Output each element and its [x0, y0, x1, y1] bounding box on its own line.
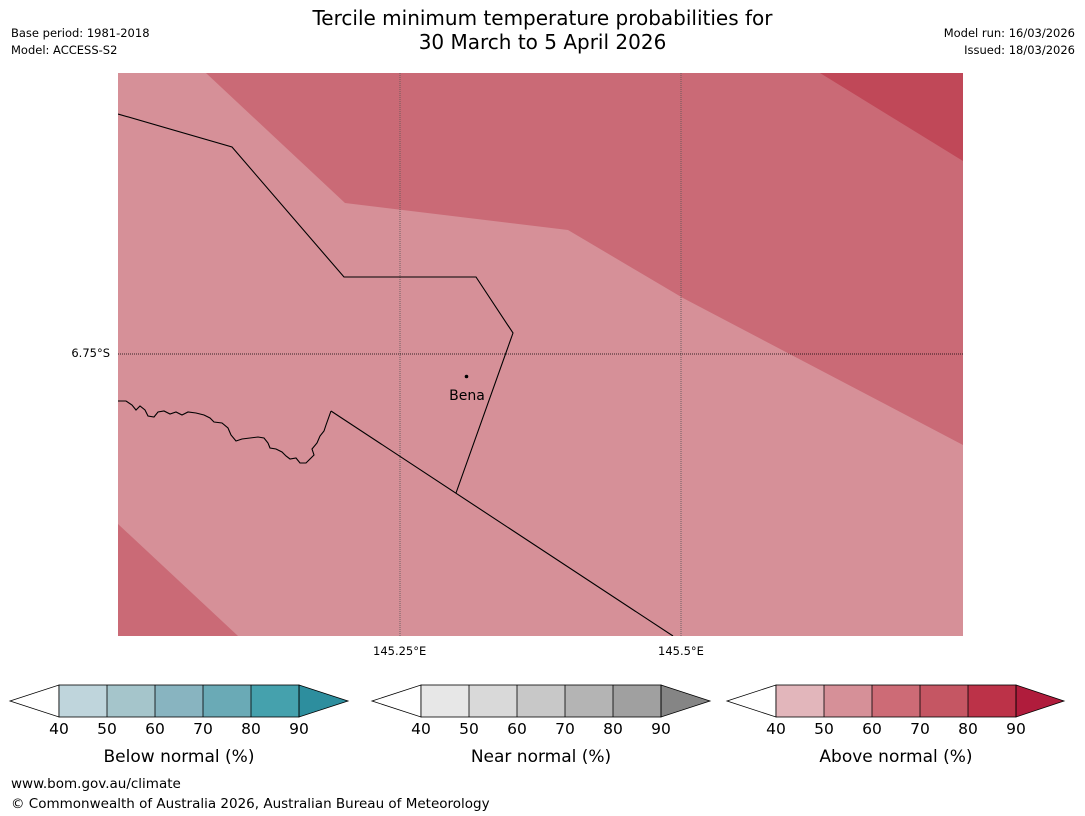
cb3-label: Above normal (%) [819, 747, 972, 767]
lat-label: 6.75°S [71, 346, 110, 360]
cb2-extend-high [660, 684, 712, 718]
province-border-south [330, 410, 674, 636]
cb2-tick-60: 60 [507, 720, 527, 738]
model-run: Model run: 16/03/2026 [943, 26, 1075, 40]
title-line-2: 30 March to 5 April 2026 [418, 30, 667, 54]
cb2-tick-90: 90 [651, 720, 671, 738]
cb2-swatch-3 [517, 685, 565, 717]
cb3-swatch-4 [920, 685, 968, 717]
cb2-swatch-5 [613, 685, 661, 717]
cb1-tick-70: 70 [193, 720, 213, 738]
colorbar-above-normal: 40 50 60 70 80 90 Above normal (%) [725, 684, 1066, 767]
cb2-extend-low [370, 684, 422, 718]
cb1-swatch-4 [203, 685, 251, 717]
cb3-tick-60: 60 [862, 720, 882, 738]
website-link[interactable]: www.bom.gov.au/climate [11, 776, 181, 792]
town-marker [464, 374, 469, 379]
footer: www.bom.gov.au/climate © Commonwealth of… [11, 774, 490, 814]
cb1-extend-high [298, 684, 350, 718]
cb3-tick-70: 70 [910, 720, 930, 738]
cb1-tick-90: 90 [289, 720, 309, 738]
cb1-swatch-1 [59, 685, 107, 717]
cb3-swatch-2 [824, 685, 872, 717]
cb1-swatch-2 [107, 685, 155, 717]
cb2-tick-70: 70 [555, 720, 575, 738]
region-70-80 [820, 73, 963, 161]
cb1-swatch-3 [155, 685, 203, 717]
cb1-label: Below normal (%) [104, 747, 255, 767]
cb1-tick-80: 80 [241, 720, 261, 738]
cb3-swatch-5 [968, 685, 1016, 717]
river [118, 400, 332, 464]
cb1-outline [58, 684, 300, 718]
cb2-tick-80: 80 [603, 720, 623, 738]
title-line-1: Tercile minimum temperature probabilitie… [312, 6, 773, 30]
copyright: © Commonwealth of Australia 2026, Austra… [11, 796, 490, 812]
lon-label-2: 145.5°E [658, 644, 704, 658]
cb1-extend-low [8, 684, 60, 718]
meta-right: Model run: 16/03/2026 Issued: 18/03/2026 [944, 25, 1075, 59]
cb2-swatch-4 [565, 685, 613, 717]
issued-date: Issued: 18/03/2026 [964, 43, 1075, 57]
cb3-tick-80: 80 [958, 720, 978, 738]
colorbar-near-normal: 40 50 60 70 80 90 Near normal (%) [370, 684, 712, 767]
cb3-tick-90: 90 [1006, 720, 1026, 738]
cb3-swatch-3 [872, 685, 920, 717]
cb2-label: Near normal (%) [471, 747, 611, 767]
cb1-swatch-5 [251, 685, 299, 717]
cb3-tick-40: 40 [766, 720, 786, 738]
cb2-swatch-2 [469, 685, 517, 717]
region-60-70-north [206, 73, 963, 445]
cb1-tick-40: 40 [49, 720, 69, 738]
cb3-extend-high [1015, 684, 1066, 718]
cb2-tick-50: 50 [459, 720, 479, 738]
cb3-tick-50: 50 [814, 720, 834, 738]
cb1-tick-60: 60 [145, 720, 165, 738]
cb1-tick-50: 50 [97, 720, 117, 738]
colorbar-below-normal: 40 50 60 70 80 90 Below normal (%) [8, 684, 350, 767]
cb3-outline [775, 684, 1017, 718]
region-60-70-southwest [118, 524, 238, 636]
lon-label-1: 145.25°E [373, 644, 427, 658]
colorbars: 40 50 60 70 80 90 Below normal (%) 40 50… [8, 684, 1066, 767]
cb3-extend-low [725, 684, 777, 718]
meta-left: Base period: 1981-2018 Model: ACCESS-S2 [11, 25, 150, 59]
cb2-swatch-1 [421, 685, 469, 717]
probability-map: Bena [118, 73, 963, 636]
model-name: Model: ACCESS-S2 [11, 43, 118, 57]
cb2-tick-40: 40 [411, 720, 431, 738]
cb3-swatch-1 [776, 685, 824, 717]
province-border [118, 113, 514, 494]
town-label: Bena [449, 388, 485, 404]
cb2-outline [420, 684, 662, 718]
chart-title: Tercile minimum temperature probabilitie… [0, 6, 1085, 54]
base-period: Base period: 1981-2018 [11, 26, 150, 40]
